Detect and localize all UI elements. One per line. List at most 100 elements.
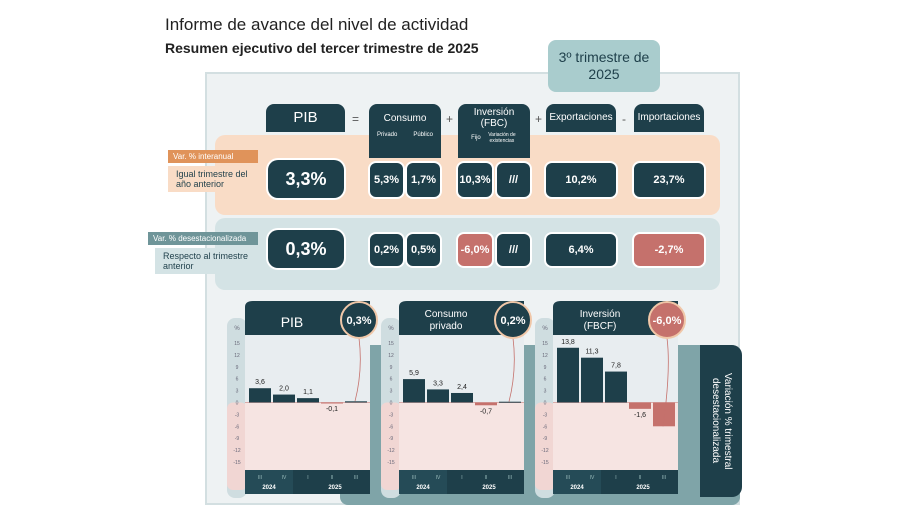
callout-line	[508, 337, 515, 402]
desest-description: Respecto al trimestre anterior	[155, 248, 258, 274]
interanual-label: Var. % interanual	[168, 150, 258, 163]
year-label: 2024	[262, 485, 276, 491]
bar	[581, 357, 603, 403]
footer-2024-bg	[245, 470, 293, 494]
y-tick-label: 9	[236, 365, 239, 371]
x-tick-label: IV	[282, 475, 287, 481]
chart-header	[553, 301, 678, 335]
y-tick-label: -15	[233, 460, 240, 466]
header-importaciones: Importaciones	[634, 104, 704, 132]
y-tick-label: 15	[388, 341, 394, 347]
bar	[557, 347, 579, 403]
y-tick-label: 12	[234, 353, 240, 359]
y-tick-label: 15	[234, 341, 240, 347]
y-tick-label: 6	[390, 377, 393, 383]
y-tick-label: -9	[389, 436, 394, 442]
operator-plus: +	[446, 112, 454, 126]
x-tick-label: III	[566, 475, 570, 481]
highlight-circle	[340, 301, 378, 339]
plot-area-negative	[399, 402, 524, 470]
y-axis-label: %	[388, 326, 394, 332]
header-inversion: Inversión (FBC) Fijo Variación de existen…	[458, 104, 530, 158]
bar	[629, 402, 651, 409]
x-tick-label: III	[412, 475, 416, 481]
bar-data-label: 1,1	[303, 389, 313, 396]
operator-plus: +	[535, 112, 543, 126]
y-tick-label: 9	[544, 365, 547, 371]
bar-data-label: 2,0	[279, 386, 289, 393]
year-label: 2024	[570, 485, 584, 491]
year-label: 2024	[416, 485, 430, 491]
y-tick-label: -12	[387, 448, 394, 454]
year-label: 2025	[482, 485, 496, 491]
value-importaciones-interanual: 23,7%	[634, 163, 704, 197]
x-tick-label: III	[258, 475, 262, 481]
y-tick-label: -15	[387, 460, 394, 466]
y-tick-label: 3	[390, 389, 393, 395]
plot-area-negative	[245, 402, 370, 470]
bar-data-label: 3,3	[433, 380, 443, 387]
bar	[321, 402, 343, 404]
y-tick-label: 12	[388, 353, 394, 359]
page-title: Informe de avance del nivel de actividad	[165, 15, 469, 34]
x-tick-label: I	[461, 475, 462, 481]
bar	[273, 394, 295, 403]
bar	[427, 389, 449, 403]
x-tick-label: III	[662, 475, 666, 481]
x-tick-label: III	[508, 475, 512, 481]
y-tick-label: -12	[233, 448, 240, 454]
y-axis-strip-negative	[227, 402, 247, 490]
y-tick-label: 12	[542, 353, 548, 359]
interanual-description: Igual trimestre del año anterior	[168, 166, 258, 192]
value-existencias-interanual: ///	[497, 163, 530, 197]
fijo-label: Fijo	[471, 135, 481, 141]
value-pib-desest: 0,3%	[268, 230, 344, 268]
existencias-label: Variación de existencias	[488, 132, 516, 144]
header-consumo: Consumo Privado Público	[369, 104, 441, 158]
x-tick-label: II	[639, 475, 642, 481]
x-tick-label: I	[615, 475, 616, 481]
value-publico-interanual: 1,7%	[407, 163, 440, 197]
bar-data-label: 2,4	[457, 384, 467, 391]
callout-line	[354, 337, 361, 402]
y-tick-label: -3	[389, 412, 394, 418]
value-fijo-desest: -6,0%	[458, 234, 492, 266]
bar	[653, 402, 675, 427]
y-axis-label: %	[234, 326, 240, 332]
y-tick-label: -3	[543, 412, 548, 418]
y-tick-label: 0	[236, 401, 239, 407]
year-label: 2025	[328, 485, 342, 491]
bar	[345, 401, 367, 403]
chart-title-line2: (FBCF)	[584, 321, 617, 332]
bar	[605, 371, 627, 403]
y-tick-label: -12	[541, 448, 548, 454]
y-tick-label: 6	[544, 377, 547, 383]
bar-data-label: 13,8	[561, 339, 575, 346]
value-publico-desest: 0,5%	[407, 234, 440, 266]
header-pib: PIB	[266, 104, 345, 132]
operator-minus: -	[622, 112, 626, 126]
highlight-circle	[494, 301, 532, 339]
x-tick-label: II	[331, 475, 334, 481]
bar	[297, 398, 319, 403]
page-subtitle: Resumen ejecutivo del tercer trimestre d…	[165, 40, 479, 56]
y-axis-label: %	[542, 326, 548, 332]
value-exportaciones-interanual: 10,2%	[546, 163, 616, 197]
x-tick-label: II	[485, 475, 488, 481]
y-tick-label: 3	[236, 389, 239, 395]
y-tick-label: -3	[235, 412, 240, 418]
chart-title-line1: Consumo	[425, 309, 468, 320]
x-tick-label: IV	[436, 475, 441, 481]
highlight-circle	[648, 301, 686, 339]
bar	[249, 388, 271, 403]
chart-header	[245, 301, 370, 335]
side-label: Variación % trimestral desestacionalizad…	[710, 372, 733, 470]
value-privado-interanual: 5,3%	[370, 163, 403, 197]
y-tick-label: -6	[389, 424, 394, 430]
x-tick-label: IV	[590, 475, 595, 481]
y-tick-label: -6	[235, 424, 240, 430]
bar	[403, 379, 425, 403]
year-label: 2025	[636, 485, 650, 491]
chart-header	[399, 301, 524, 335]
